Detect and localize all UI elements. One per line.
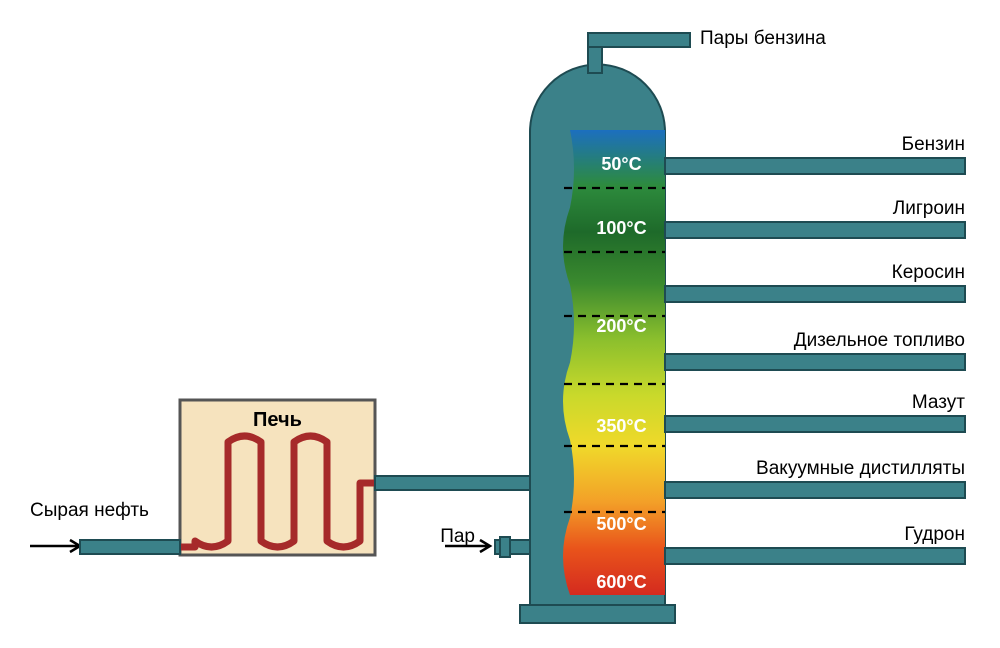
outlet-label: Дизельное топливо [794,330,965,351]
outlet-label: Вакуумные дистилляты [756,458,965,479]
temp-label: 50°C [601,154,641,174]
temp-label: 100°C [596,218,646,238]
outlet-pipe [665,222,965,238]
outlet-pipe [665,548,965,564]
outlet-label: Лигроин [893,198,965,219]
crude-pipe [80,540,180,554]
temp-label: 600°C [596,572,646,592]
outlet-label: Керосин [892,262,965,283]
outlet-label: Бензин [902,134,965,155]
outlet-pipe [665,416,965,432]
outlet-label: Гудрон [904,524,965,545]
temp-label: 500°C [596,514,646,534]
outlet-pipe [665,286,965,302]
top-pipe-horizontal [588,33,690,47]
outlet-pipe [665,354,965,370]
outlet-label: Мазут [912,392,965,413]
steam-label: Пар [440,526,475,547]
temp-label: 200°C [596,316,646,336]
top-vapor-label: Пары бензина [700,28,826,49]
steam-inlet-flange [500,537,510,557]
distillation-diagram: Печь Сырая нефть Пар Пары бензина 50°C 10… [0,0,1000,648]
outlet-pipe [665,482,965,498]
crude-arrow-icon [30,540,80,552]
temp-label: 350°C [596,416,646,436]
furnace-to-column-pipe [375,476,530,490]
crude-oil-label: Сырая нефть [30,500,149,521]
furnace-label: Печь [253,409,302,431]
outlet-pipe [665,158,965,174]
column-base [520,605,675,623]
outlet-pipes: Бензин Лигроин Керосин Дизельное топливо Маз… [665,134,965,564]
